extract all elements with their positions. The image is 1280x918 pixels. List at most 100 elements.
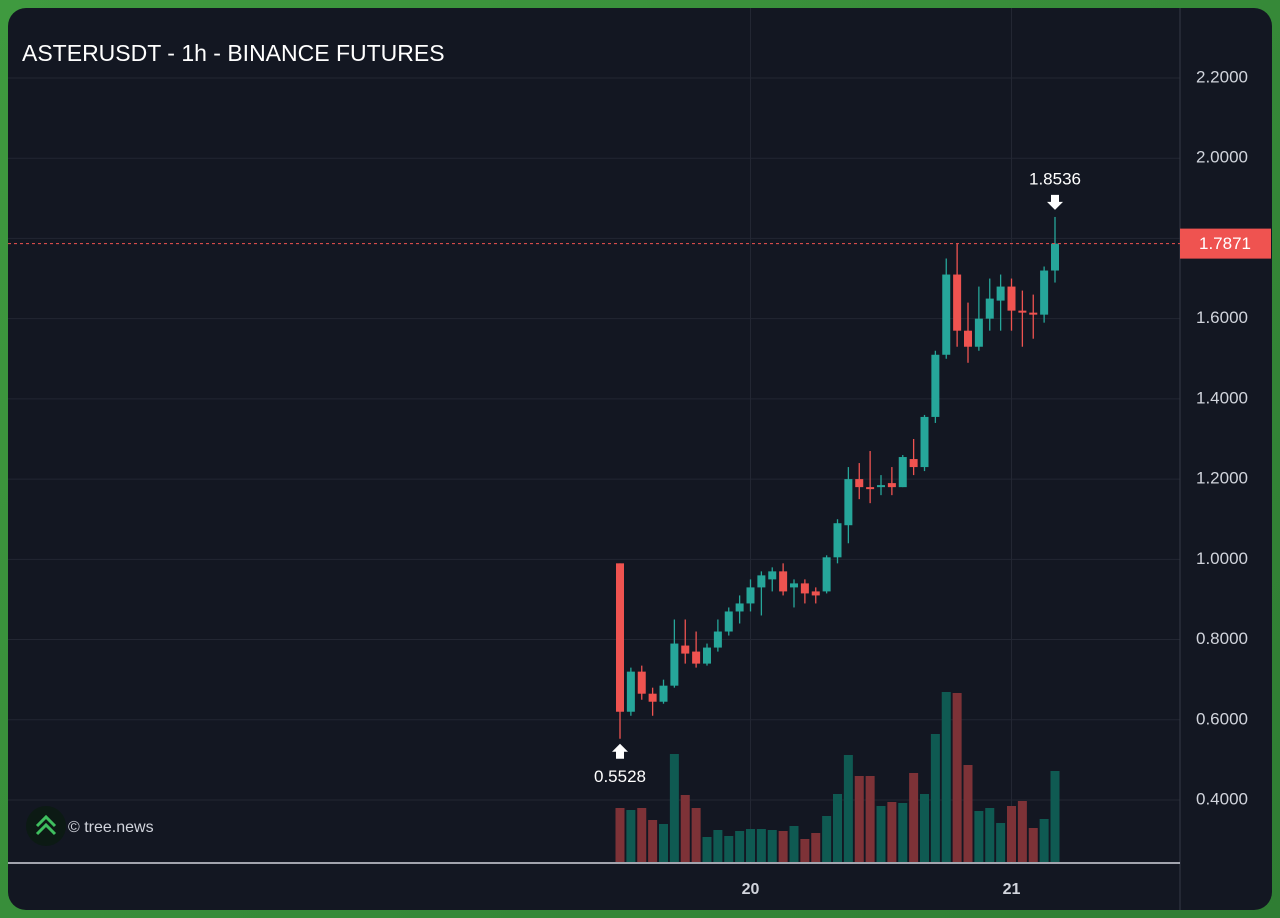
x-tick-label: 20	[742, 881, 760, 898]
volume-bar	[648, 820, 658, 862]
volume-bar	[724, 836, 734, 862]
chart-title: ASTERUSDT - 1h - BINANCE FUTURES	[22, 40, 445, 66]
volume-bar	[985, 808, 995, 862]
volume-bar	[746, 829, 755, 862]
y-tick-label: 0.4000	[1196, 789, 1248, 808]
candle-body	[887, 483, 896, 488]
volume-bar	[920, 794, 929, 862]
candle-body	[1018, 310, 1027, 313]
candle-body	[681, 645, 690, 654]
chart-background	[8, 8, 1272, 910]
volume-bar	[702, 837, 712, 862]
y-tick-label: 0.8000	[1196, 629, 1248, 648]
candle-body	[735, 603, 744, 612]
candle-body	[1029, 312, 1038, 315]
y-tick-label: 2.0000	[1196, 148, 1248, 167]
candle-body	[877, 485, 885, 488]
volume-bar	[963, 765, 973, 862]
candle-body	[1007, 286, 1016, 311]
volume-bar	[974, 811, 984, 862]
candle-body	[855, 479, 864, 488]
logo	[26, 806, 66, 846]
grid	[8, 8, 1180, 863]
x-tick-label: 21	[1003, 881, 1021, 898]
last-price-tag	[1180, 228, 1271, 259]
candle-body	[800, 583, 809, 594]
volume-bar	[941, 692, 951, 862]
candle-body	[757, 575, 766, 588]
candle-body	[953, 274, 962, 331]
y-tick-label: 1.6000	[1196, 308, 1248, 327]
volume-bar	[822, 816, 832, 862]
volume-bar	[1017, 801, 1027, 862]
candle-body	[833, 523, 842, 558]
candle-body	[942, 274, 951, 355]
y-tick-label: 0.6000	[1196, 709, 1248, 728]
y-tick-label: 1.4000	[1196, 388, 1248, 407]
volume-bar	[1028, 828, 1038, 862]
volume-bar	[735, 831, 745, 862]
volume-bar	[800, 839, 810, 862]
candle-body	[670, 643, 679, 686]
candle-body	[811, 591, 820, 596]
volume-bar	[996, 823, 1006, 862]
candle-body	[692, 651, 701, 664]
volume-bar	[887, 802, 897, 862]
candle-body	[779, 571, 788, 592]
volume-bar	[637, 808, 647, 862]
high-label: 1.8536	[1029, 169, 1081, 188]
candle-body	[659, 685, 668, 702]
volume-bar	[811, 833, 821, 862]
candle-body	[713, 631, 722, 648]
candle-body	[964, 330, 972, 347]
candle-body	[648, 693, 657, 702]
volume-bar	[669, 754, 679, 862]
high-arrow	[1047, 194, 1063, 210]
candle-body	[626, 671, 635, 712]
candle-body	[822, 557, 831, 592]
volume-bar	[909, 773, 919, 862]
low-label: 0.5528	[594, 767, 646, 786]
last-price-label: 1.7871	[1199, 234, 1251, 253]
candle-body	[637, 671, 646, 694]
candle-body	[985, 298, 994, 319]
volume-bar	[898, 803, 908, 862]
low-arrow	[612, 743, 628, 759]
volume-pane	[615, 692, 1060, 862]
candle-body	[616, 563, 624, 712]
candle-body	[1051, 243, 1059, 271]
candle-body	[768, 571, 777, 580]
candle-body	[996, 286, 1005, 301]
y-tick-label: 1.2000	[1196, 469, 1248, 488]
y-tick-label: 1.0000	[1196, 549, 1248, 568]
volume-bar	[680, 795, 690, 862]
candle-body	[974, 318, 983, 347]
candle-body	[931, 354, 940, 417]
candle-body	[920, 416, 929, 468]
candle-body	[1040, 270, 1049, 315]
volume-bar	[767, 830, 777, 862]
candle-body	[866, 487, 875, 490]
volume-bar	[865, 776, 875, 862]
volume-bar	[691, 808, 701, 862]
candle-body	[909, 459, 918, 468]
volume-bar	[659, 824, 668, 862]
candle-body	[844, 479, 853, 526]
candle-body	[898, 457, 907, 488]
volume-bar	[1039, 819, 1049, 862]
y-tick-label: 2.2000	[1196, 67, 1248, 86]
candle-body	[746, 587, 755, 604]
volume-bar	[713, 830, 723, 862]
candles	[616, 216, 1059, 739]
volume-bar	[789, 826, 799, 862]
candle-body	[790, 583, 798, 588]
candle-body	[703, 647, 711, 664]
volume-bar	[1007, 806, 1016, 862]
volume-bar	[756, 829, 766, 862]
volume-bar	[615, 808, 625, 862]
candle-body	[724, 611, 733, 632]
volume-bar	[843, 755, 853, 862]
volume-bar	[1050, 771, 1060, 862]
